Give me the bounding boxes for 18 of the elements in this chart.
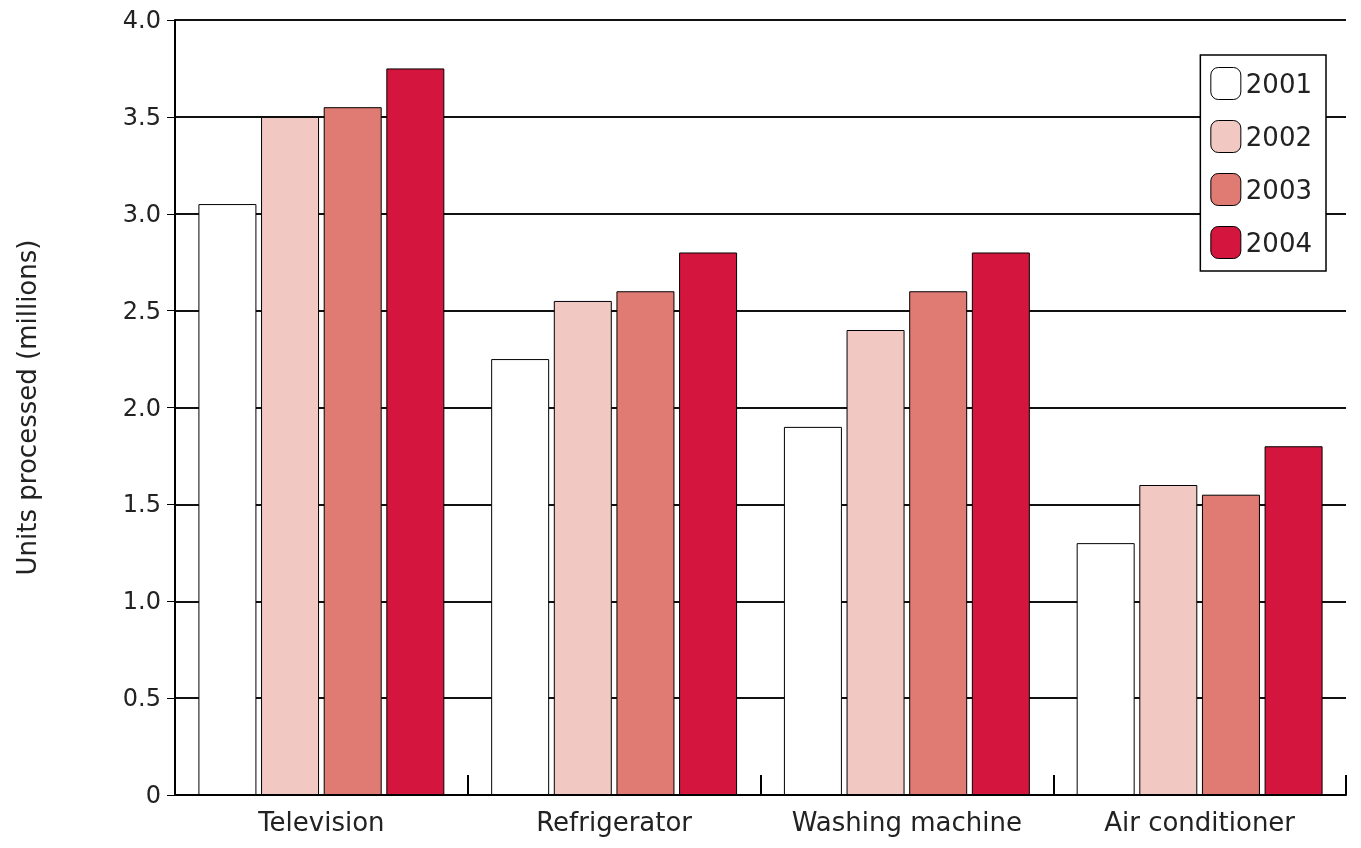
legend-label: 2004 xyxy=(1245,227,1312,258)
legend-label: 2003 xyxy=(1245,174,1312,205)
y-axis-title: Units processed (millions) xyxy=(12,239,42,576)
x-tick-label: Washing machine xyxy=(791,807,1022,837)
y-tick-label: 0.5 xyxy=(122,684,161,713)
y-tick-label: 4.0 xyxy=(122,6,161,34)
y-tick-label: 0 xyxy=(145,781,161,809)
legend-label: 2001 xyxy=(1245,68,1312,99)
y-tick-label: 1.5 xyxy=(122,490,161,519)
y-tick-label: 1.0 xyxy=(122,587,161,616)
x-tick-label: Television xyxy=(257,807,385,837)
x-tick-label: Air conditioner xyxy=(1104,807,1296,837)
y-tick-label: 2.0 xyxy=(122,393,161,422)
y-tick-label: 2.5 xyxy=(122,296,161,325)
x-tick-label: Refrigerator xyxy=(536,807,693,837)
legend-label: 2002 xyxy=(1245,121,1312,152)
y-tick-label: 3.0 xyxy=(122,199,161,228)
y-tick-label: 3.5 xyxy=(122,102,161,131)
